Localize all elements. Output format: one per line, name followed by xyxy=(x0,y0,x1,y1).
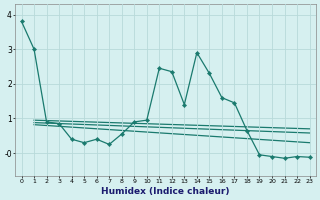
X-axis label: Humidex (Indice chaleur): Humidex (Indice chaleur) xyxy=(101,187,230,196)
